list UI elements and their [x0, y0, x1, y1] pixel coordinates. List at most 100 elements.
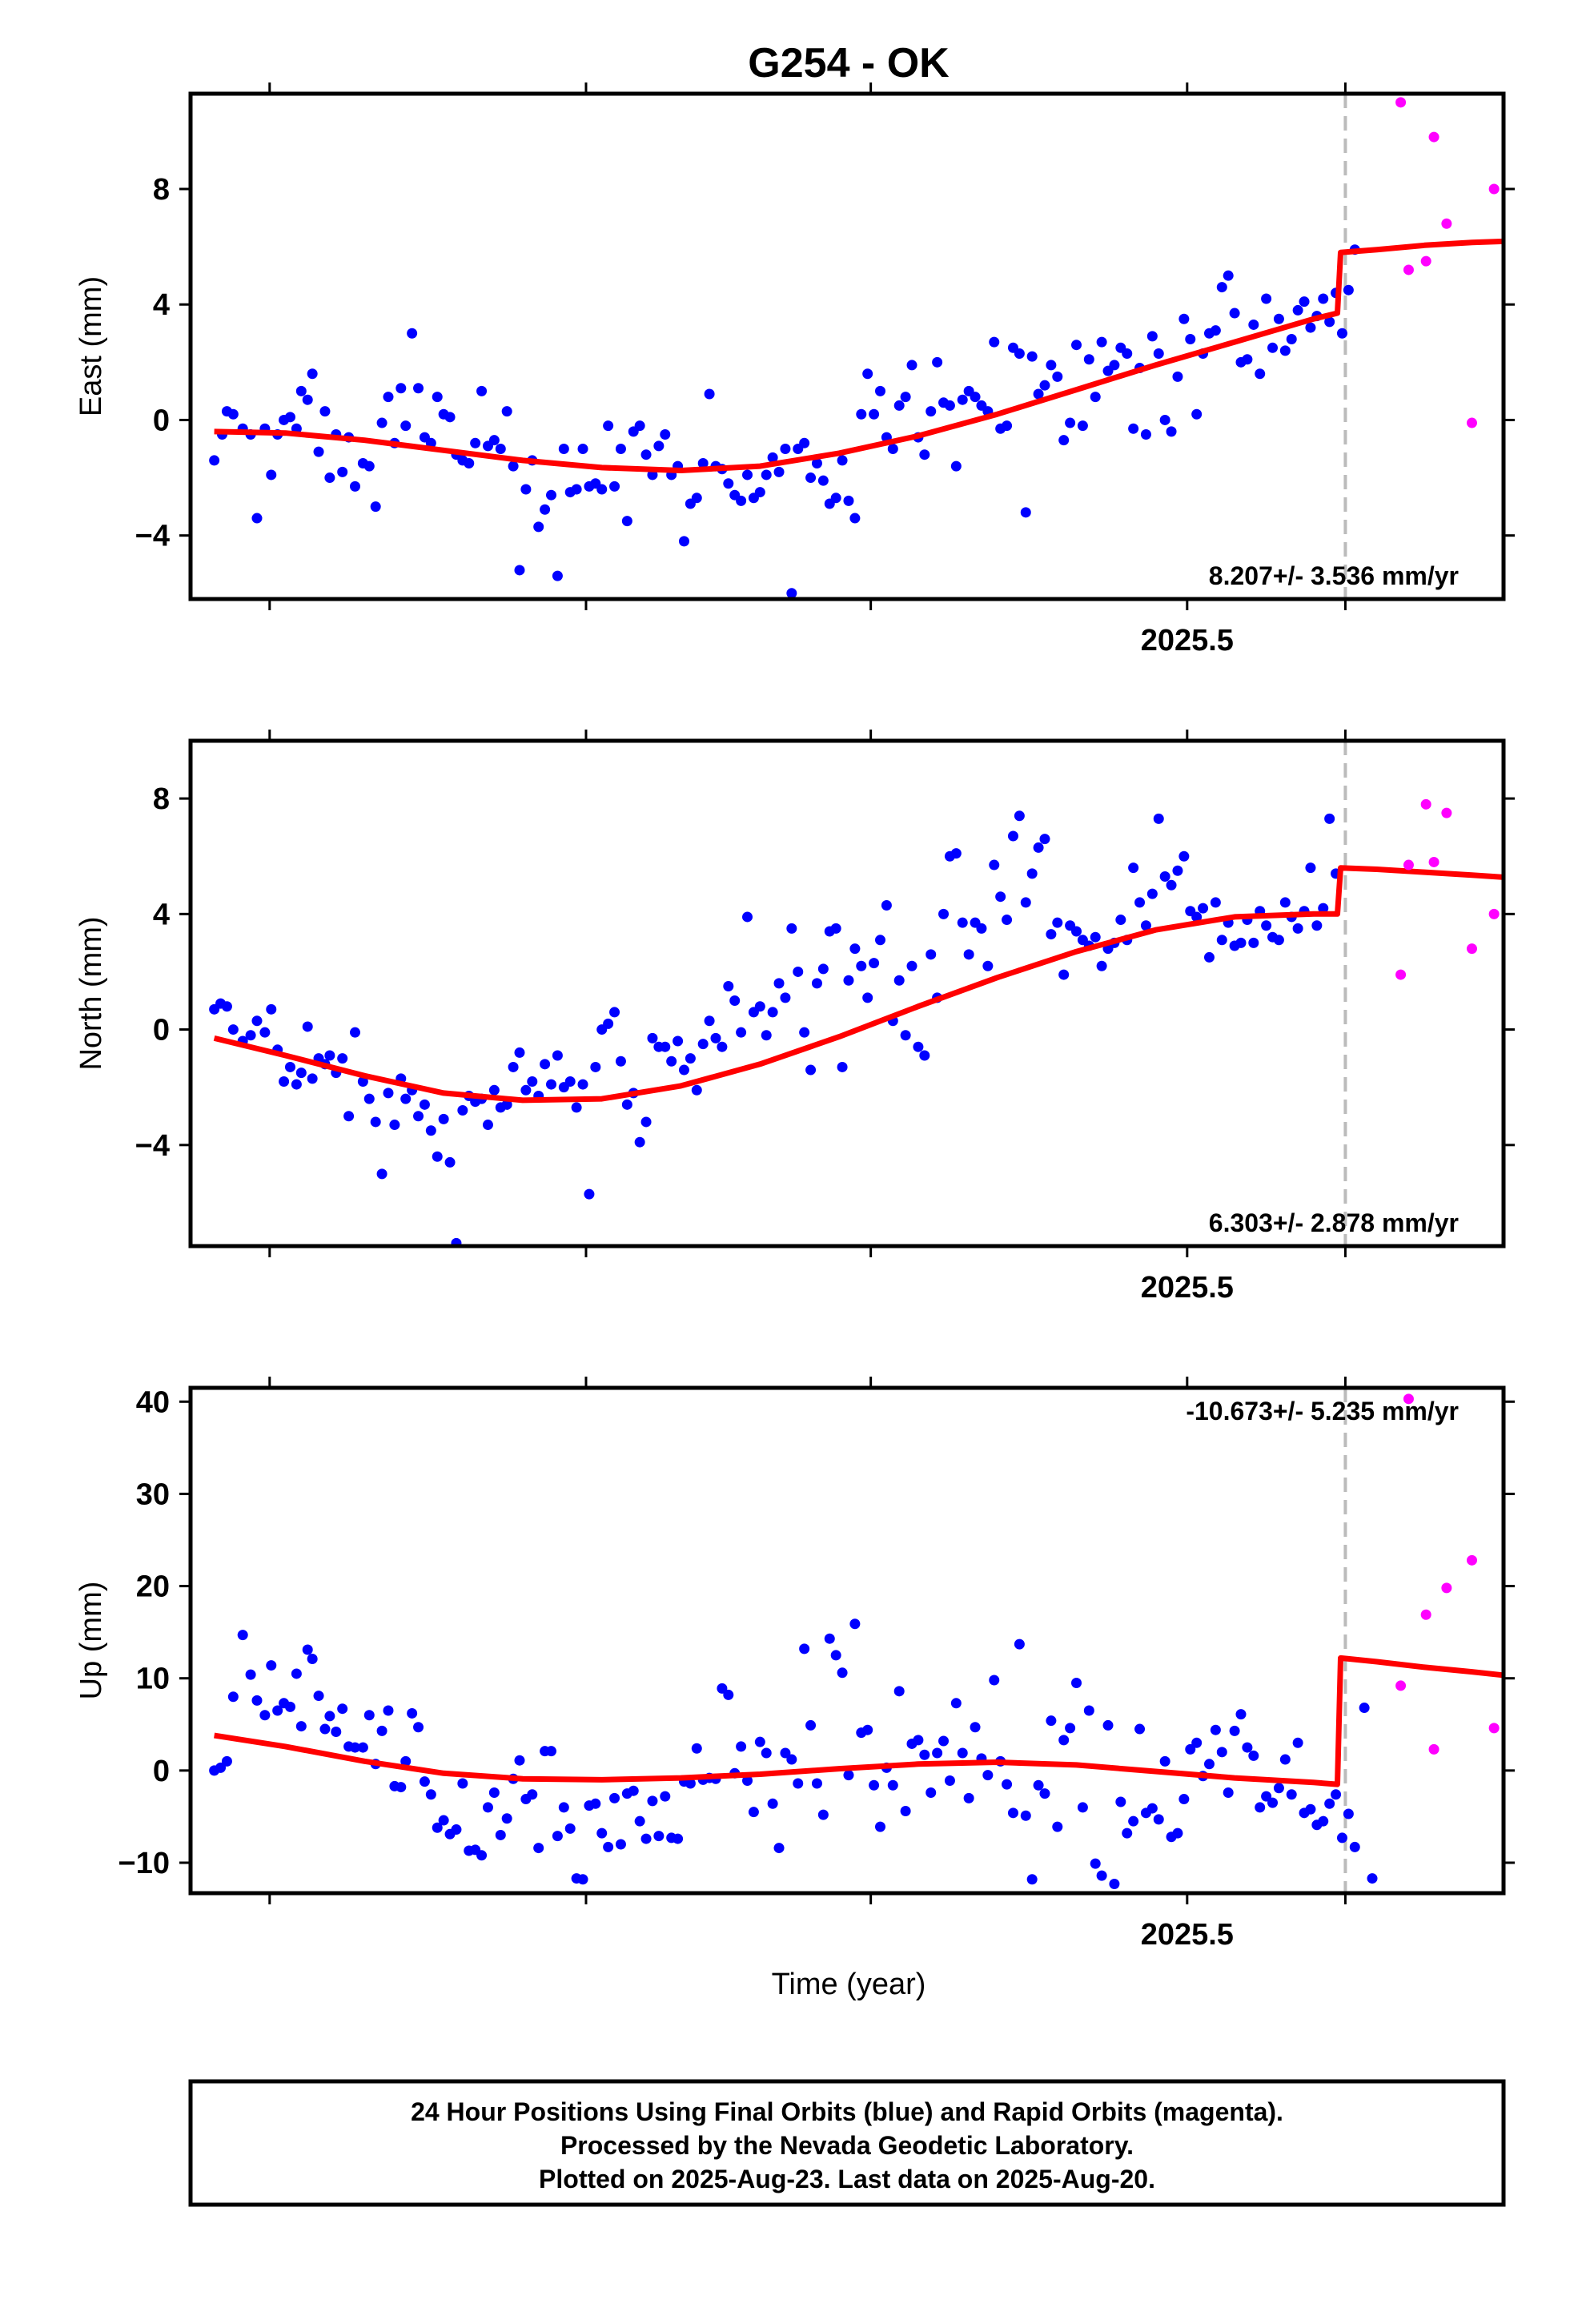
up-final-point	[1336, 1832, 1347, 1844]
up-final-point	[811, 1778, 822, 1789]
north-final-point	[514, 1047, 525, 1058]
north-ytick-label: 8	[153, 782, 170, 816]
north-final-point	[432, 1151, 443, 1162]
north-final-point	[957, 917, 968, 928]
up-final-point	[640, 1833, 652, 1844]
north-final-point	[1359, 0, 1370, 6]
east-final-point	[1336, 328, 1347, 339]
north-final-point	[976, 923, 987, 934]
east-final-point	[1083, 354, 1094, 365]
east-final-point	[307, 368, 318, 380]
up-final-point	[1122, 1827, 1133, 1839]
up-final-point	[432, 1822, 443, 1833]
east-final-point	[849, 513, 861, 524]
north-final-point	[1014, 810, 1025, 822]
east-final-point	[470, 437, 481, 448]
up-final-point	[564, 1823, 576, 1834]
east-panel: −4 0 4 8 2025.5 East (mm) 8.207+/- 3.536 mm/yr	[74, 82, 1515, 657]
east-final-point	[432, 392, 443, 403]
north-final-point	[1052, 917, 1063, 928]
east-final-point	[615, 444, 626, 455]
up-final-point	[324, 1711, 335, 1722]
up-final-point	[1007, 1807, 1018, 1819]
up-final-point	[307, 1654, 318, 1665]
east-rapid-point	[1428, 131, 1439, 143]
east-final-point	[227, 408, 239, 420]
up-final-point	[742, 1775, 753, 1787]
north-final-point	[1203, 951, 1215, 963]
up-final-point	[302, 1644, 313, 1655]
east-final-point	[989, 336, 1000, 348]
up-final-point	[295, 1721, 307, 1732]
east-final-point	[1039, 380, 1050, 391]
up-final-point	[603, 1841, 614, 1852]
north-rate-label: 6.303+/- 2.878 mm/yr	[1209, 1208, 1459, 1237]
east-final-point	[704, 388, 715, 400]
east-y-axis-label: East (mm)	[74, 276, 108, 416]
panels: −4 0 4 8 2025.5 East (mm) 8.207+/- 3.536 mm/yr…	[74, 0, 1515, 1952]
north-final-point	[1153, 813, 1164, 824]
up-final-point	[887, 1779, 898, 1791]
up-final-point	[1002, 1779, 1013, 1790]
north-rapid-point	[1395, 969, 1407, 980]
north-final-point	[1337, 0, 1347, 6]
north-final-point	[438, 1113, 449, 1124]
up-final-point	[383, 1705, 394, 1716]
north-final-point	[413, 1111, 424, 1122]
north-final-point	[1071, 926, 1082, 937]
up-frame	[188, 1385, 1506, 1896]
north-final-point	[1279, 897, 1291, 908]
north-final-point	[805, 1064, 817, 1076]
north-model-line	[213, 865, 1504, 1104]
north-final-point	[577, 1079, 588, 1090]
north-final-point	[245, 1030, 256, 1041]
east-final-point	[1128, 423, 1139, 434]
east-final-point	[805, 472, 817, 484]
up-final-point	[266, 1660, 277, 1671]
east-final-point	[376, 417, 387, 428]
up-final-point	[609, 1792, 620, 1803]
up-rate-label: -10.673+/- 5.235 mm/yr	[1186, 1397, 1459, 1425]
east-final-point	[609, 480, 620, 492]
up-final-point	[1203, 1759, 1215, 1770]
north-final-point	[780, 992, 791, 1003]
north-final-point	[723, 980, 734, 991]
east-final-point	[1299, 296, 1310, 308]
up-final-point	[786, 1754, 797, 1765]
up-final-point	[874, 1821, 885, 1832]
up-final-point	[221, 1755, 232, 1767]
north-final-point	[634, 1136, 645, 1148]
east-final-point	[1146, 331, 1158, 342]
north-final-point	[963, 949, 974, 960]
east-final-point	[1140, 428, 1151, 440]
north-final-point	[830, 923, 841, 934]
up-final-point	[989, 1675, 1000, 1686]
up-final-point	[1318, 1815, 1329, 1827]
east-final-point	[1058, 435, 1070, 446]
up-rapid-point	[1488, 1723, 1500, 1734]
east-final-point	[1096, 336, 1107, 348]
east-xtick-label: 2025.5	[1141, 624, 1234, 657]
up-final-point	[1255, 1802, 1266, 1813]
north-final-point	[457, 1105, 468, 1116]
north-ytick-label: 0	[153, 1014, 170, 1047]
up-final-point	[736, 1741, 747, 1752]
up-final-point	[1185, 1743, 1196, 1755]
north-final-point	[349, 1027, 360, 1038]
east-final-point	[1065, 417, 1076, 428]
up-final-point	[817, 1809, 829, 1820]
up-final-series	[209, 1618, 1378, 1889]
north-final-point	[488, 1084, 500, 1096]
east-final-point	[887, 444, 898, 455]
up-final-point	[1115, 1796, 1126, 1807]
east-final-point	[1090, 392, 1101, 403]
up-final-point	[1273, 1783, 1284, 1794]
up-final-point	[363, 1710, 375, 1721]
east-final-point	[691, 493, 702, 504]
east-final-point	[1033, 388, 1044, 400]
north-final-point	[451, 1237, 462, 1246]
up-final-point	[1039, 1788, 1050, 1799]
north-final-point	[1292, 923, 1303, 934]
north-final-point	[389, 1120, 400, 1131]
